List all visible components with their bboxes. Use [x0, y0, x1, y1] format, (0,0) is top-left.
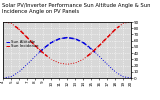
Sun Incidence	[63, 63, 65, 64]
Sun Altitude	[72, 38, 74, 39]
Sun Incidence	[72, 63, 74, 64]
Sun Altitude	[127, 77, 129, 78]
Sun Incidence	[127, 22, 129, 23]
Legend: Sun Altitude, Sun Incidence: Sun Altitude, Sun Incidence	[5, 40, 39, 49]
Sun Incidence	[107, 36, 109, 37]
Sun Incidence	[66, 64, 68, 65]
Sun Incidence	[64, 63, 66, 64]
Sun Altitude	[66, 37, 68, 38]
Sun Incidence	[79, 60, 81, 62]
Sun Incidence	[130, 21, 132, 23]
Sun Altitude	[63, 38, 65, 39]
Sun Altitude	[79, 40, 81, 42]
Sun Altitude	[107, 65, 109, 66]
Sun Incidence	[2, 21, 4, 23]
Line: Sun Incidence: Sun Incidence	[3, 22, 131, 64]
Sun Altitude	[2, 77, 4, 79]
Sun Altitude	[130, 77, 132, 79]
Text: Solar PV/Inverter Performance Sun Altitude Angle & Sun Incidence Angle on PV Pan: Solar PV/Inverter Performance Sun Altitu…	[2, 3, 150, 14]
Sun Altitude	[64, 37, 66, 38]
Line: Sun Altitude: Sun Altitude	[3, 38, 131, 78]
